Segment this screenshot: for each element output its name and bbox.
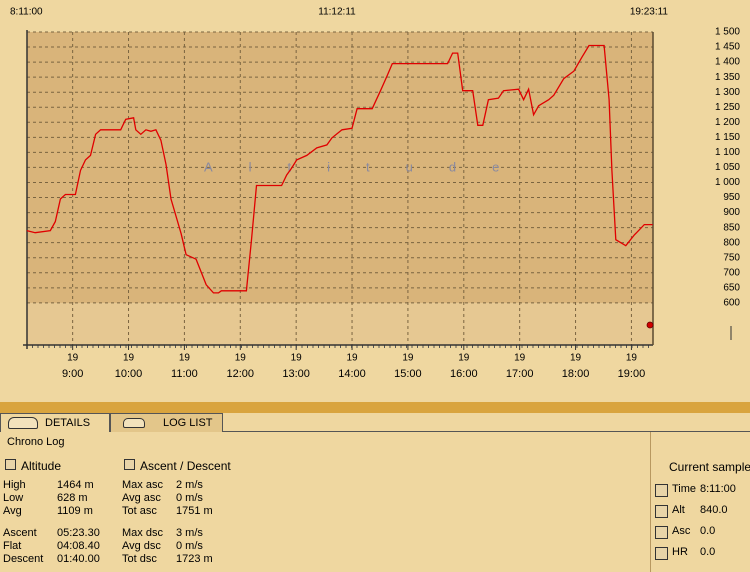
stat-label: Avg dsc — [122, 540, 161, 552]
x-tick-day: 19 — [514, 353, 526, 364]
panel-divider — [650, 432, 651, 572]
stat-label: Low — [3, 492, 24, 504]
stat-label: Descent — [3, 553, 44, 565]
y-tick-label: 1 300 — [715, 87, 740, 98]
x-tick-label: 19:00 — [618, 368, 646, 380]
x-tick-label: 18:00 — [562, 368, 590, 380]
y-tick-label: 750 — [723, 252, 740, 263]
stat-label: Avg — [3, 505, 22, 517]
sample-value: 840.0 — [700, 504, 728, 516]
y-tick-label: 1 450 — [715, 42, 740, 53]
stat-value: 1109 m — [57, 505, 93, 517]
y-tick-label: 1 400 — [715, 57, 740, 68]
stat-value: 1751 m — [176, 505, 213, 517]
stat-label: Avg asc — [122, 492, 161, 504]
block-icon — [124, 459, 135, 470]
x-tick-label: 17:00 — [506, 368, 534, 380]
top-time-label: 11:12:11 — [318, 7, 356, 18]
y-tick-label: 1 000 — [715, 177, 740, 188]
y-tick-label: 1 100 — [715, 147, 740, 158]
y-tick-label: 850 — [723, 222, 740, 233]
x-tick-day: 19 — [67, 353, 79, 364]
y-tick-label: 1 250 — [715, 102, 740, 113]
orange-bar — [0, 402, 750, 413]
y-tick-label: 600 — [723, 298, 740, 309]
x-tick-day: 19 — [291, 353, 303, 364]
x-tick-day: 19 — [402, 353, 414, 364]
sample-icon — [655, 526, 668, 539]
sample-label: Alt — [672, 504, 685, 516]
y-tick-label: 1 200 — [715, 117, 740, 128]
block-title: Altitude — [21, 459, 62, 473]
y-tick-label: 1 500 — [715, 27, 740, 38]
sample-icon — [655, 484, 668, 497]
x-tick-day: 19 — [123, 353, 135, 364]
sample-label: Time — [672, 483, 697, 495]
stat-value: 2 m/s — [176, 479, 203, 491]
block-title: Ascent / Descent — [140, 459, 231, 473]
x-tick-day: 19 — [346, 353, 358, 364]
tab-icon — [123, 418, 145, 428]
x-tick-label: 9:00 — [62, 368, 83, 380]
x-tick-day: 19 — [458, 353, 470, 364]
x-tick-day: 19 — [626, 353, 638, 364]
x-tick-label: 15:00 — [394, 368, 422, 380]
x-tick-label: 13:00 — [282, 368, 310, 380]
tab-strip-line — [0, 431, 750, 432]
stat-value: 04:08.40 — [57, 540, 100, 552]
tab-icon — [8, 417, 38, 429]
sample-label: Asc — [672, 525, 691, 537]
y-tick-label: 1 050 — [715, 162, 740, 173]
sample-value: 8:11:00 — [700, 483, 736, 495]
watermark: Altitude — [204, 159, 535, 174]
y-tick-label: 700 — [723, 267, 740, 278]
stat-label: Max asc — [122, 479, 163, 491]
plot-low-band — [27, 302, 653, 345]
y-tick-label: 650 — [723, 282, 740, 293]
stat-value: 1464 m — [57, 479, 94, 491]
sample-icon — [655, 547, 668, 560]
sample-value: 0.0 — [700, 525, 716, 537]
stat-value: 01:40.00 — [57, 553, 100, 565]
x-tick-label: 10:00 — [115, 368, 143, 380]
top-time-label: 8:11:00 — [10, 7, 43, 18]
section-title: Chrono Log — [7, 436, 65, 448]
stat-label: Ascent — [3, 527, 37, 539]
stat-value: 628 m — [57, 492, 88, 504]
stat-value: 0 m/s — [176, 492, 203, 504]
sample-value: 0.0 — [700, 546, 716, 558]
stat-value: 3 m/s — [176, 527, 203, 539]
stat-label: Max dsc — [122, 527, 163, 539]
y-tick-label: 900 — [723, 207, 740, 218]
stat-label: High — [3, 479, 26, 491]
y-tick-label: 1 150 — [715, 132, 740, 143]
x-tick-day: 19 — [179, 353, 191, 364]
y-tick-label: 950 — [723, 192, 740, 203]
sample-icon — [655, 505, 668, 518]
y-tick-label: 1 350 — [715, 72, 740, 83]
stat-label: Tot dsc — [122, 553, 157, 565]
x-tick-label: 11:00 — [171, 368, 198, 380]
x-tick-day: 19 — [570, 353, 582, 364]
y-tick-label: 800 — [723, 237, 740, 248]
chart: 8:11:00 11:12:11 19:23:11 600 650 700 750 800 85… — [10, 6, 741, 380]
plot-area — [27, 32, 653, 345]
current-sample-title: Current sample — [669, 460, 750, 474]
stat-value: 0 m/s — [176, 540, 203, 552]
top-time-label: 19:23:11 — [630, 7, 669, 18]
altitude-line — [26, 44, 653, 294]
stat-label: Tot asc — [122, 505, 157, 517]
x-tick-label: 16:00 — [450, 368, 478, 380]
sample-label: HR — [672, 546, 688, 558]
x-tick-day: 19 — [235, 353, 247, 364]
x-tick-label: 12:00 — [227, 368, 255, 380]
stat-value: 05:23.30 — [57, 527, 100, 539]
cursor-dot — [646, 321, 654, 329]
x-tick-label: 14:00 — [338, 368, 366, 380]
stat-value: 1723 m — [176, 553, 213, 565]
block-icon — [5, 459, 16, 470]
stat-label: Flat — [3, 540, 22, 552]
